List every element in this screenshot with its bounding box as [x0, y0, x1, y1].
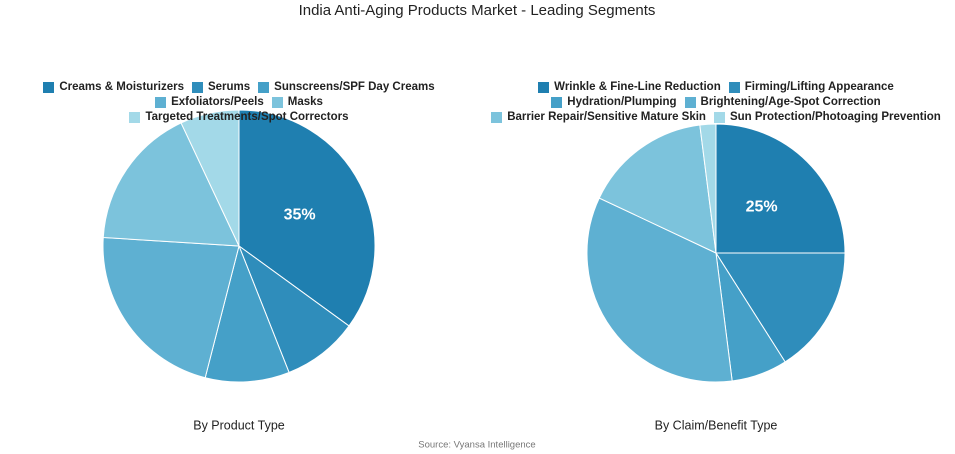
legend-item: Wrinkle & Fine-Line Reduction: [538, 80, 721, 95]
legend-label: Brightening/Age-Spot Correction: [700, 96, 881, 108]
legend-item: Serums: [191, 80, 251, 95]
legend-item: Brightening/Age-Spot Correction: [684, 95, 881, 110]
pie-slice: [180, 109, 240, 247]
legend-label: Creams & Moisturizers: [59, 81, 184, 93]
legend-swatch: [713, 112, 725, 123]
pie-slice: [699, 123, 717, 254]
pie-slice: [102, 236, 240, 379]
legend-label: Hydration/Plumping: [567, 96, 677, 108]
legend-swatch: [191, 82, 203, 93]
legend-swatch: [271, 97, 283, 108]
page-title: India Anti-Aging Products Market - Leadi…: [299, 2, 656, 19]
pie-slice: [715, 252, 846, 363]
legend-label: Sun Protection/Photoaging Prevention: [729, 111, 941, 123]
pie-slice: [598, 124, 717, 254]
data-label: 25%: [746, 199, 778, 216]
legend-item: Creams & Moisturizers: [43, 80, 184, 95]
legend-swatch: [538, 82, 550, 93]
legend-item: Barrier Repair/Sensitive Mature Skin: [491, 110, 706, 125]
legend-item: Sun Protection/Photoaging Prevention: [713, 110, 941, 125]
legend-item: Exfoliators/Peels: [155, 95, 264, 110]
legend-swatch: [43, 82, 55, 93]
pie-slice: [238, 109, 376, 327]
legend-swatch: [551, 97, 563, 108]
data-label: 35%: [284, 206, 316, 223]
legend-item: Masks: [271, 95, 323, 110]
legend-label: Firming/Lifting Appearance: [744, 81, 894, 93]
legend-label: Barrier Repair/Sensitive Mature Skin: [507, 111, 706, 123]
pie-slice: [715, 123, 846, 254]
legend-swatch: [129, 112, 141, 123]
legend-swatch: [155, 97, 167, 108]
legend-label: Sunscreens/SPF Day Creams: [274, 81, 435, 93]
pie-slice: [102, 122, 240, 247]
legend-item: Sunscreens/SPF Day Creams: [258, 80, 435, 95]
legend-item: Firming/Lifting Appearance: [728, 80, 894, 95]
legend-swatch: [491, 112, 503, 123]
legend-swatch: [258, 82, 270, 93]
legend-swatch: [684, 97, 696, 108]
pie-slice: [204, 244, 290, 383]
source: Source: Vyansa Intelligence: [418, 440, 535, 451]
legend-label: Exfoliators/Peels: [171, 96, 264, 108]
legend-label: Masks: [287, 96, 323, 108]
legend-swatch: [728, 82, 740, 93]
legend: Creams & Moisturizers Serums Sunscreens/SP…: [39, 80, 439, 125]
legend-item: Targeted Treatments/Spot Correctors: [129, 110, 349, 125]
chart-title: By Claim/Benefit Type: [655, 418, 778, 432]
legend: Wrinkle & Fine-Line Reduction Firming/Lif…: [486, 80, 946, 125]
legend-label: Serums: [207, 81, 251, 93]
legend-label: Targeted Treatments/Spot Correctors: [145, 111, 349, 123]
chart-title: By Product Type: [193, 418, 285, 432]
legend-item: Hydration/Plumping: [551, 95, 677, 110]
legend-label: Wrinkle & Fine-Line Reduction: [554, 81, 721, 93]
